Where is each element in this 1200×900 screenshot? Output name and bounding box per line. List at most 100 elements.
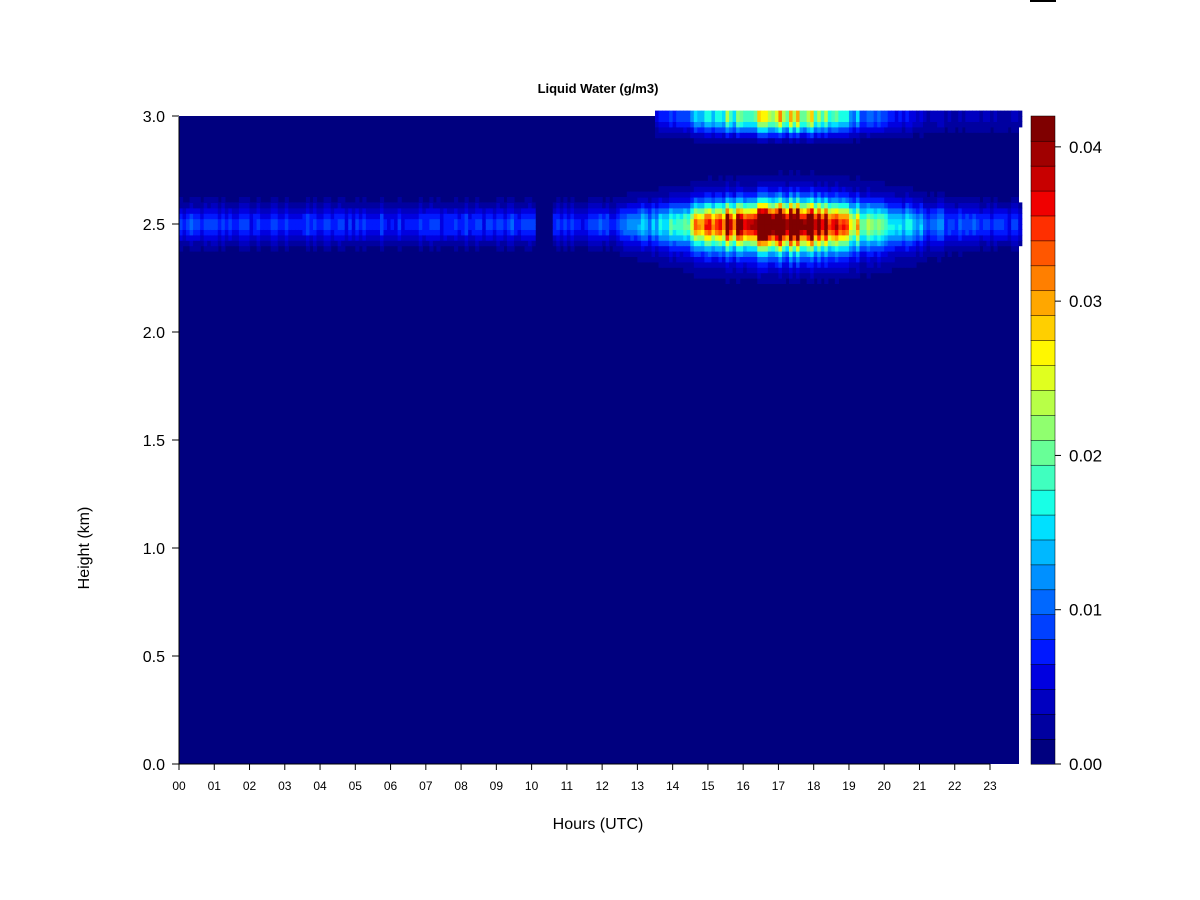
heatmap-cell xyxy=(207,202,212,209)
heatmap-cell xyxy=(334,229,339,236)
heatmap-cell xyxy=(732,202,737,209)
heatmap-cell xyxy=(806,272,811,279)
heatmap-cell xyxy=(965,197,970,203)
heatmap-cell xyxy=(559,240,564,247)
heatmap-cell xyxy=(908,126,914,133)
heatmap-cell xyxy=(817,272,822,279)
heatmap-cell xyxy=(281,202,286,209)
heatmap-cell xyxy=(729,137,734,144)
heatmap-cell xyxy=(774,240,780,247)
heatmap-cell xyxy=(820,251,825,257)
heatmap-cell xyxy=(870,116,875,122)
heatmap-cell xyxy=(443,240,448,247)
heatmap-cell xyxy=(898,207,903,214)
heatmap-cell xyxy=(778,245,783,252)
heatmap-cell xyxy=(852,218,857,225)
heatmap-cell xyxy=(834,175,839,182)
heatmap-cell xyxy=(736,175,741,182)
heatmap-cell xyxy=(679,110,684,117)
heatmap-cell xyxy=(785,137,790,144)
heatmap-cell xyxy=(997,213,1002,220)
heatmap-cell xyxy=(186,229,191,236)
heatmap-cell xyxy=(781,251,787,257)
heatmap-cell xyxy=(1011,207,1016,214)
heatmap-cell xyxy=(605,234,610,241)
heatmap-cell xyxy=(729,224,734,230)
heatmap-cell xyxy=(506,218,512,225)
heatmap-cell xyxy=(707,180,713,187)
heatmap-cell xyxy=(707,197,713,203)
heatmap-cell xyxy=(841,224,847,230)
heatmap-cell xyxy=(284,234,289,241)
heatmap-cell xyxy=(655,256,660,263)
heatmap-cell xyxy=(838,245,843,252)
heatmap-cell xyxy=(693,251,698,257)
heatmap-cell xyxy=(722,245,727,252)
heatmap-cell xyxy=(979,234,984,241)
heatmap-cell xyxy=(774,180,780,187)
heatmap-cell xyxy=(662,132,667,139)
heatmap-cell xyxy=(908,218,914,225)
heatmap-cell xyxy=(1011,110,1016,117)
heatmap-cell xyxy=(799,180,804,187)
heatmap-cell xyxy=(193,224,198,230)
heatmap-cell xyxy=(778,121,783,128)
heatmap-cell xyxy=(746,137,751,144)
heatmap-cell xyxy=(736,245,741,252)
heatmap-cell xyxy=(693,110,698,117)
heatmap-cell xyxy=(577,234,582,241)
heatmap-cell xyxy=(425,240,430,247)
heatmap-cell xyxy=(210,202,215,209)
heatmap-cell xyxy=(679,261,684,268)
heatmap-cell xyxy=(894,261,899,268)
heatmap-cell xyxy=(429,229,434,236)
heatmap-cell xyxy=(930,213,935,220)
heatmap-cell xyxy=(743,234,748,241)
heatmap-cell xyxy=(609,218,614,225)
heatmap-cell xyxy=(341,218,346,225)
heatmap-cell xyxy=(196,229,201,236)
heatmap-cell xyxy=(383,202,388,209)
heatmap-cell xyxy=(767,132,772,139)
heatmap-cell xyxy=(937,197,942,203)
heatmap-cell xyxy=(806,180,811,187)
heatmap-cell xyxy=(217,234,222,241)
heatmap-cell xyxy=(697,272,702,279)
heatmap-cell xyxy=(834,197,839,203)
x-tick-label: 06 xyxy=(384,779,398,793)
heatmap-cell xyxy=(274,240,279,247)
heatmap-cell xyxy=(817,278,822,284)
heatmap-cell xyxy=(743,175,748,182)
heatmap-cell xyxy=(464,218,469,225)
heatmap-cell xyxy=(570,218,575,225)
heatmap-cell xyxy=(679,207,684,214)
heatmap-cell xyxy=(365,229,371,236)
heatmap-cell xyxy=(799,240,804,247)
heatmap-cell xyxy=(570,224,575,230)
heatmap-cell xyxy=(767,261,772,268)
heatmap-cell xyxy=(785,202,790,209)
heatmap-cell xyxy=(863,267,868,274)
heatmap-cell xyxy=(820,126,825,133)
heatmap-cell xyxy=(446,234,452,241)
heatmap-cell xyxy=(975,234,981,241)
heatmap-cell xyxy=(743,229,748,236)
heatmap-cell xyxy=(764,186,769,193)
heatmap-cell xyxy=(711,137,716,144)
heatmap-cell xyxy=(986,240,991,247)
heatmap-cell xyxy=(355,245,360,252)
heatmap-cell xyxy=(408,240,413,247)
heatmap-cell xyxy=(944,116,949,122)
heatmap-cell xyxy=(767,240,772,247)
heatmap-cell xyxy=(411,240,416,247)
heatmap-cell xyxy=(743,245,748,252)
heatmap-cell xyxy=(968,229,973,236)
heatmap-cell xyxy=(235,240,240,247)
heatmap-cell xyxy=(887,267,892,274)
heatmap-cell xyxy=(577,229,582,236)
heatmap-cell xyxy=(436,224,441,230)
heatmap-cell xyxy=(686,261,691,268)
heatmap-cell xyxy=(767,116,772,122)
heatmap-cell xyxy=(274,213,279,220)
heatmap-cell xyxy=(810,224,815,230)
